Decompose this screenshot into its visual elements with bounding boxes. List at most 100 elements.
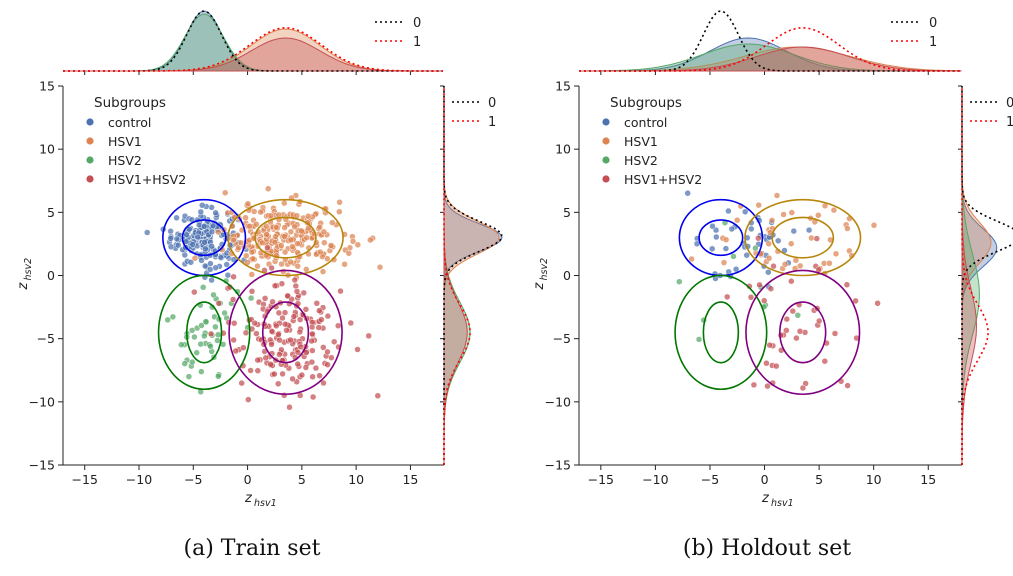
scatter-points [143, 185, 384, 411]
x-tick-label: 0 [244, 472, 252, 487]
point-control [805, 226, 813, 234]
point-HSV2 [198, 322, 205, 329]
point-HSV1+HSV2 [302, 364, 310, 371]
point-control [224, 271, 232, 279]
point-HSV1 [258, 239, 266, 247]
legend-label-HSV2: HSV2 [624, 153, 658, 168]
point-HSV1 [271, 239, 279, 246]
point-HSV1+HSV2 [294, 360, 301, 368]
point-control [174, 241, 182, 249]
point-HSV1+HSV2 [308, 358, 316, 366]
point-HSV1 [354, 241, 362, 249]
point-HSV1 [688, 255, 695, 263]
point-HSV1+HSV2 [300, 289, 308, 297]
point-HSV1 [832, 250, 840, 258]
point-HSV1 [341, 261, 348, 268]
point-HSV1+HSV2 [271, 370, 278, 378]
point-HSV1+HSV2 [279, 370, 286, 378]
point-HSV1+HSV2 [283, 327, 290, 334]
point-HSV2 [188, 327, 196, 334]
point-HSV1+HSV2 [238, 379, 245, 387]
point-HSV1 [289, 243, 296, 250]
point-HSV1+HSV2 [267, 361, 274, 368]
y-axis-label: z [16, 282, 31, 291]
legend-title: Subgroups [610, 95, 682, 111]
x-tick-label: 5 [815, 472, 823, 487]
point-HSV2 [208, 303, 216, 311]
point-HSV1+HSV2 [760, 297, 768, 304]
point-HSV1+HSV2 [324, 348, 331, 356]
point-HSV1+HSV2 [821, 357, 829, 365]
point-HSV1+HSV2 [308, 337, 315, 345]
point-HSV2 [201, 332, 208, 340]
x-tick-label: 0 [761, 472, 769, 487]
point-HSV1+HSV2 [309, 330, 316, 338]
y-axis-label-subscript: hsv2 [23, 258, 34, 281]
x-tick-label: −5 [701, 472, 719, 487]
point-HSV2 [202, 318, 210, 325]
point-HSV1 [263, 222, 270, 230]
point-HSV1 [349, 238, 357, 245]
ellipse-3-outer [745, 269, 861, 396]
point-HSV1+HSV2 [268, 264, 275, 272]
point-HSV1+HSV2 [313, 300, 321, 307]
point-HSV1 [242, 214, 249, 221]
ellipses [157, 198, 344, 396]
point-HSV1+HSV2 [264, 244, 271, 251]
point-HSV1+HSV2 [750, 381, 758, 389]
point-control [189, 241, 197, 248]
side-density-HSV1 [443, 86, 500, 465]
point-HSV1 [254, 262, 261, 270]
ellipse-0-inner [181, 219, 227, 257]
point-HSV1+HSV2 [254, 356, 261, 364]
point-HSV1 [765, 254, 773, 262]
point-control [728, 225, 736, 233]
point-HSV1 [336, 208, 343, 216]
legend-marker-HSV1+HSV2 [602, 175, 610, 183]
side-density-1-line [961, 86, 989, 465]
point-HSV1+HSV2 [308, 323, 316, 331]
x-axis-label-subscript: hsv1 [771, 498, 794, 509]
point-HSV1+HSV2 [289, 375, 296, 383]
point-HSV1 [278, 242, 285, 249]
side-legend-label-0: 0 [1006, 96, 1013, 111]
point-HSV2 [752, 244, 759, 252]
point-HSV1 [320, 228, 328, 236]
top-density-HSV1+HSV2 [579, 46, 962, 72]
point-HSV1+HSV2 [268, 328, 276, 335]
x-tick-label: 10 [866, 472, 882, 487]
x-tick-label: −10 [642, 472, 668, 487]
point-HSV1 [298, 227, 305, 235]
y-tick-label: −5 [553, 331, 571, 346]
point-HSV1+HSV2 [773, 362, 780, 370]
legend-marker-HSV1 [86, 137, 94, 145]
point-HSV1 [281, 199, 288, 207]
legend-label-control: control [108, 115, 151, 130]
point-HSV1 [376, 263, 384, 271]
ellipse-2-inner [185, 301, 223, 364]
point-HSV2 [794, 312, 802, 319]
top-legend-label-1: 1 [929, 35, 937, 50]
point-HSV1 [250, 208, 258, 215]
ellipse-2-inner [702, 301, 740, 364]
point-control [197, 208, 205, 216]
legend-title: Subgroups [94, 95, 166, 111]
point-HSV1 [263, 231, 270, 238]
top-legend-label-1: 1 [413, 35, 421, 50]
legend-marker-HSV1 [602, 137, 610, 145]
y-tick-label: −10 [545, 394, 571, 409]
side-density-0-line [443, 86, 503, 465]
point-control [208, 276, 215, 284]
legend-label-HSV1: HSV1 [624, 134, 658, 149]
ellipse-3-inner [261, 301, 310, 364]
y-tick-label: 10 [39, 142, 55, 157]
point-HSV1+HSV2 [330, 338, 338, 346]
point-control [208, 228, 216, 236]
point-HSV1+HSV2 [334, 322, 342, 330]
x-axis-label-subscript: hsv1 [254, 498, 277, 509]
point-HSV1 [281, 224, 288, 231]
point-HSV1+HSV2 [747, 294, 755, 301]
point-HSV1+HSV2 [279, 314, 286, 322]
point-HSV2 [181, 360, 189, 367]
